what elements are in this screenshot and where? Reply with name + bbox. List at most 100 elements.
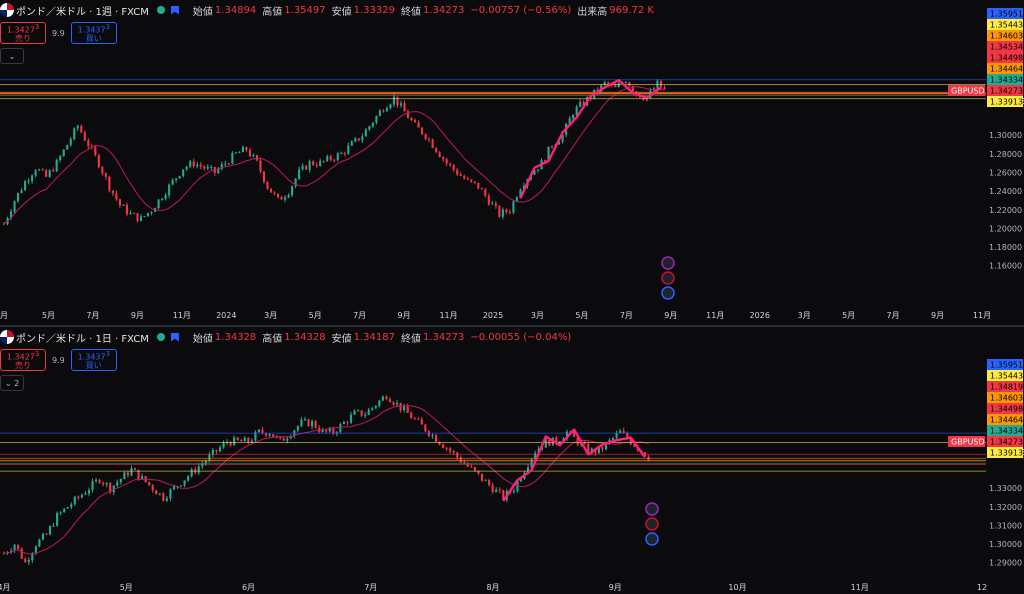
candle-body — [614, 85, 617, 88]
candle-body — [624, 82, 627, 84]
candle-body — [55, 160, 58, 172]
symbol-title[interactable]: ポンド／米ドル · 1週 · FXCM — [16, 6, 149, 18]
price-label: 1.34498 — [990, 405, 1023, 414]
candle-body — [575, 106, 578, 115]
candle-body — [428, 138, 431, 140]
time-axis-label: 12 — [977, 583, 987, 592]
bookmark-icon[interactable] — [170, 332, 179, 342]
indicator-toggle[interactable]: ⌄ 2 — [0, 375, 24, 391]
buy-button[interactable]: 1.34373 買い — [70, 22, 117, 44]
price-label: 1.35443 — [990, 21, 1023, 30]
candle-body — [189, 161, 192, 167]
candle-body — [240, 440, 243, 442]
candle-body — [303, 419, 307, 421]
market-open-icon — [156, 333, 165, 341]
bookmark-icon[interactable] — [170, 5, 179, 15]
event-usd-icon — [645, 532, 659, 546]
buy-button[interactable]: 1.34373 買い — [70, 349, 117, 371]
indicator-toggle[interactable]: ⌄ — [0, 48, 24, 64]
candle-body — [452, 451, 455, 453]
candle-body — [629, 438, 632, 445]
sell-price: 1.3427 — [6, 25, 35, 35]
candle-body — [396, 96, 399, 106]
candle-body — [583, 442, 586, 444]
sell-price: 1.3427 — [6, 352, 35, 362]
candle-body — [533, 170, 536, 175]
candle-body — [307, 419, 310, 427]
candle-body — [141, 476, 144, 480]
candle-body — [300, 419, 303, 427]
pane-divider[interactable] — [0, 325, 1024, 327]
candle-body — [619, 430, 622, 434]
candle-body — [603, 82, 606, 85]
candle-body — [420, 419, 423, 425]
candle-body — [544, 438, 547, 448]
candle-body — [48, 170, 51, 177]
candle-body — [565, 431, 569, 439]
price-tick-label: 1.16000 — [989, 262, 1022, 271]
daily-chart-pane[interactable]: 1.390001.380001.370001.360001.330001.320… — [0, 327, 1024, 594]
candle-body — [116, 482, 119, 486]
low-value: 1.34187 — [353, 331, 395, 343]
candle-body — [269, 188, 273, 193]
candle-body — [118, 199, 121, 206]
candle-body — [582, 101, 585, 106]
candle-body — [484, 189, 487, 196]
time-axis-label: 8月 — [486, 583, 499, 592]
candle-body — [431, 139, 434, 148]
spread-value: 9.9 — [52, 28, 65, 38]
candle-body — [378, 400, 381, 406]
sell-button[interactable]: 1.34273 売り — [0, 349, 46, 371]
candle-body — [368, 126, 371, 130]
candle-body — [84, 493, 87, 495]
candle-body — [115, 193, 118, 200]
candle-body — [76, 125, 79, 129]
candle-body — [308, 161, 311, 170]
candle-body — [357, 138, 360, 141]
price-tick-label: 1.33000 — [989, 484, 1022, 493]
candle-body — [125, 204, 129, 215]
candle-body — [77, 496, 80, 498]
symbol-tag: GBPUSD — [951, 438, 985, 447]
candle-body — [452, 164, 455, 170]
daily-chart[interactable]: 1.390001.380001.370001.360001.330001.320… — [0, 327, 1024, 594]
weekly-legend: ポンド／米ドル · 1週 · FXCM 始値 1.34894 高値 1.35497 … — [0, 0, 660, 20]
candle-body — [410, 413, 413, 419]
time-axis-label: 9月 — [931, 311, 944, 320]
symbol-tag-bg — [948, 85, 985, 96]
candle-body — [495, 489, 498, 493]
time-axis-label: 9月 — [398, 311, 411, 320]
candle-body — [347, 145, 350, 154]
weekly-chart[interactable]: 1.16000 1.18000 1.20000 1.22000 1.24000 1.260… — [0, 0, 1024, 326]
sell-button[interactable]: 1.34273 売り — [0, 22, 46, 44]
candle-body — [487, 195, 490, 205]
candle-body — [289, 436, 292, 439]
price-label-bg — [987, 30, 1023, 41]
candle-body — [445, 447, 448, 449]
price-label: 1.34273 — [990, 438, 1023, 447]
price-tick-label: 1.24000 — [989, 187, 1022, 196]
candle-body — [392, 402, 395, 405]
candle-body — [272, 434, 275, 437]
candle-body — [498, 205, 501, 217]
candle-body — [52, 170, 55, 172]
candle-body — [91, 481, 94, 491]
candle-body — [172, 486, 176, 490]
price-label: 1.34273 — [990, 87, 1023, 96]
candle-body — [243, 437, 246, 442]
candle-body — [319, 160, 322, 166]
weekly-chart-pane[interactable]: 1.16000 1.18000 1.20000 1.22000 1.24000 1.260… — [0, 0, 1024, 326]
open-value: 1.34894 — [214, 4, 257, 16]
candle-body — [112, 485, 115, 493]
candle-body — [150, 211, 153, 213]
candle-body — [95, 479, 98, 482]
candle-body — [187, 476, 190, 481]
price-tick-label: 1.28000 — [989, 150, 1022, 159]
change-value: −0.00055 (−0.04%) — [470, 331, 572, 343]
candle-body — [340, 152, 343, 154]
event-flash-icon — [661, 256, 675, 270]
candle-body — [215, 449, 218, 452]
candle-body — [291, 186, 294, 195]
candle-body — [255, 155, 259, 161]
symbol-title[interactable]: ポンド／米ドル · 1日 · FXCM — [16, 333, 149, 345]
